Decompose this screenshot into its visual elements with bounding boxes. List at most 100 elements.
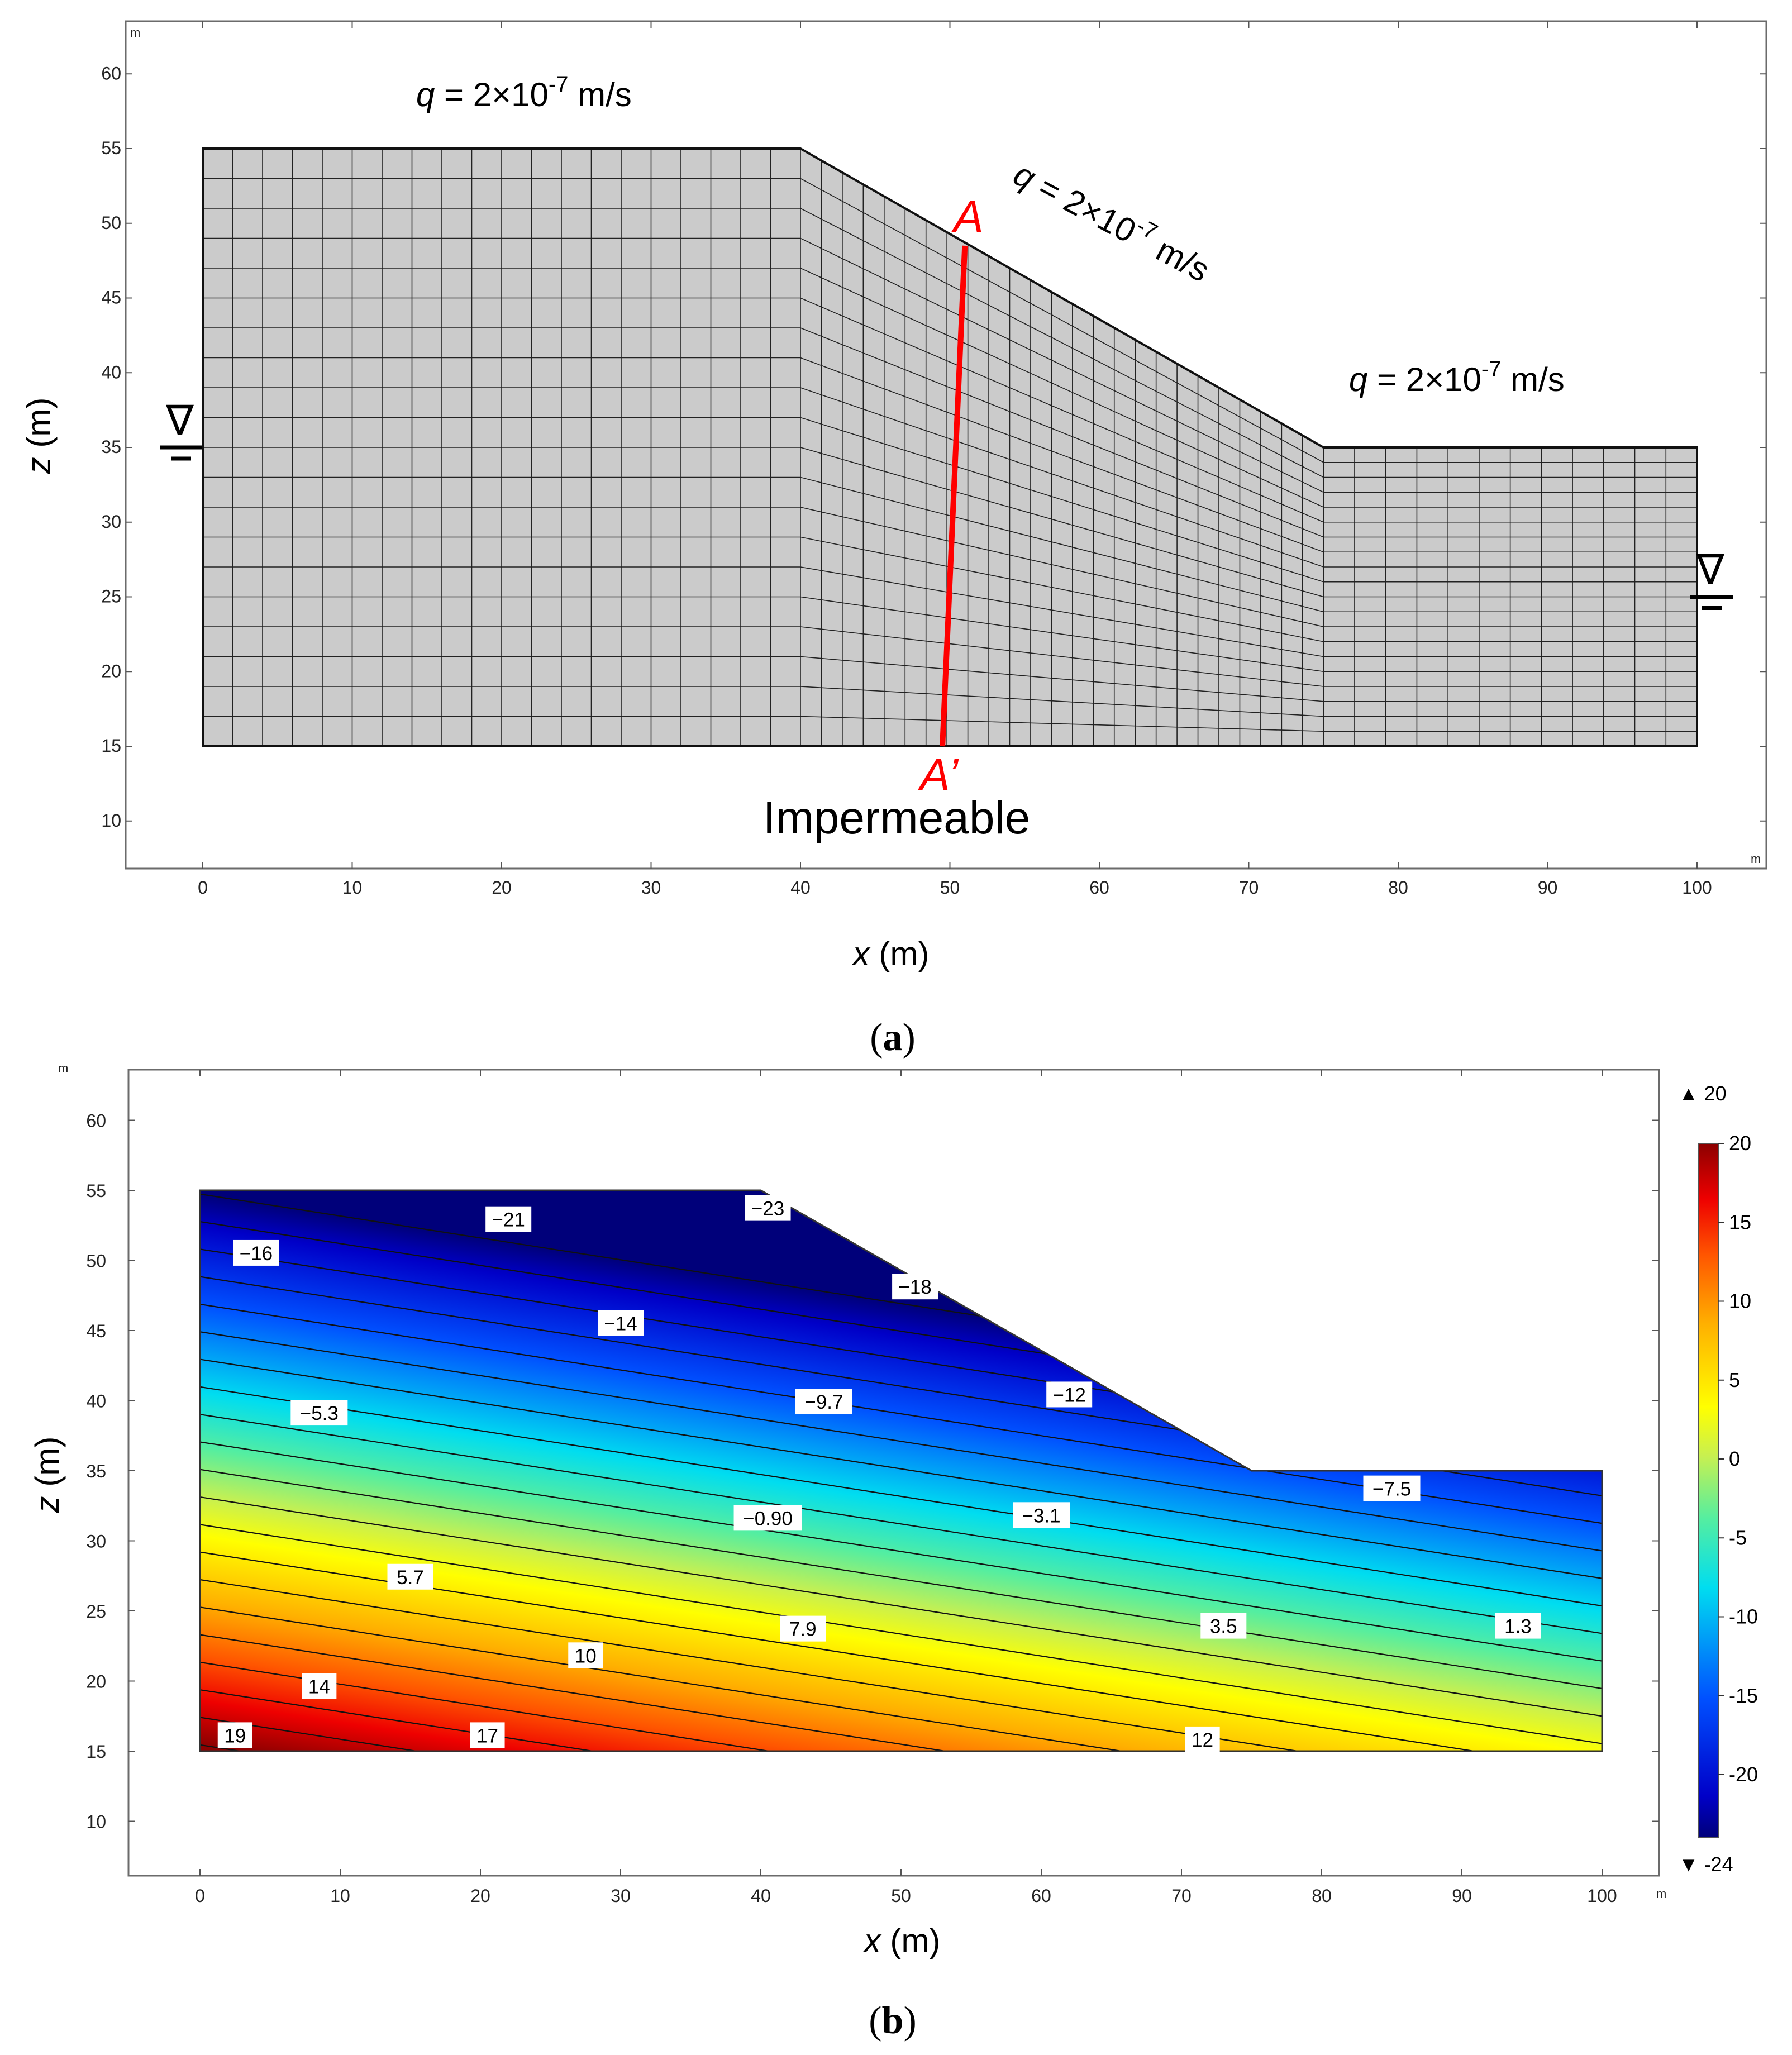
- contour-label-text: 14: [308, 1676, 330, 1698]
- colorbar-tick-label: 10: [1729, 1290, 1751, 1313]
- contour-label-box: [217, 1722, 252, 1748]
- mesh-grid: [202, 149, 1698, 746]
- mesh-row-line: [203, 268, 1697, 508]
- water-level-right: ∇: [1690, 546, 1733, 610]
- section-line-a-a: [940, 245, 968, 747]
- colorbar-max-marker: ▲ 20: [1679, 1082, 1727, 1105]
- colorbar-tick-label: 0: [1729, 1447, 1740, 1470]
- mesh-outline: [202, 147, 1698, 747]
- panel-b-ticks: 0 10 20 30 40 50 60 70 80 90 100 60 55 50 45 40 35 30 25 20…: [86, 1070, 1659, 1906]
- contour-label-text: −16: [240, 1243, 273, 1265]
- contour-label: −9.7: [795, 1389, 852, 1415]
- y-tick-label: 35: [86, 1461, 106, 1481]
- y-tick-label: 30: [86, 1532, 106, 1552]
- y-tick-label: 40: [101, 362, 121, 382]
- mesh-row-line: [203, 357, 1697, 553]
- contour-label-box: [1200, 1613, 1247, 1639]
- contour-line: [200, 1579, 1602, 1751]
- mesh-row-line: [203, 387, 1697, 568]
- y-tick-label: 60: [101, 63, 121, 83]
- mesh-row-line: [203, 447, 1697, 598]
- contour-label-text: 5.7: [397, 1567, 424, 1589]
- x-tick-label: 90: [1452, 1886, 1472, 1906]
- contour-label-box: [1046, 1381, 1093, 1408]
- x-tick-label: 100: [1587, 1886, 1617, 1906]
- x-tick-label: 0: [195, 1886, 205, 1906]
- colorbar: ▲ 20 20 15 10 5 0 -5 -10 -15 -20 ▼ -24: [1679, 1082, 1758, 1876]
- contour-label: −14: [598, 1310, 644, 1336]
- contour-line: [200, 1358, 1602, 1579]
- contour-label-text: −12: [1053, 1384, 1086, 1406]
- x-tick-label: 80: [1312, 1886, 1332, 1906]
- mesh-row-line: [203, 327, 1697, 538]
- y-tick-label: 20: [101, 661, 121, 681]
- contour-line: [200, 1524, 1602, 1744]
- contour-label-text: −21: [492, 1209, 525, 1231]
- contour-label: −12: [1046, 1381, 1093, 1408]
- x-tick-label: 90: [1538, 878, 1558, 898]
- contour-label-box: [290, 1400, 348, 1426]
- x-tick-label: 70: [1239, 878, 1259, 898]
- mesh-row-line: [203, 476, 1697, 613]
- flux-label-top-right: q = 2×10-7 m/s: [1349, 357, 1565, 398]
- section-label-a-prime: A’: [918, 750, 959, 799]
- contour-line: [200, 1414, 1602, 1634]
- contour-line: [200, 1634, 1602, 1751]
- colorbar-tick-label: -10: [1729, 1605, 1758, 1628]
- contour-line: [200, 1468, 1602, 1690]
- contour-label: 3.5: [1200, 1613, 1247, 1639]
- contour-label-text: −5.3: [300, 1403, 339, 1424]
- x-tick-label: 60: [1089, 878, 1109, 898]
- contour-label-text: 3.5: [1210, 1616, 1237, 1638]
- contour-label-text: 12: [1192, 1729, 1213, 1751]
- colorbar-ramp: [1698, 1143, 1719, 1838]
- y-tick-label: 55: [101, 138, 121, 158]
- x-tick-label: 60: [1031, 1886, 1051, 1906]
- contour-label-text: −18: [898, 1276, 931, 1298]
- y-tick-label: 45: [101, 288, 121, 308]
- mesh-row-line: [203, 686, 1697, 717]
- colorbar-tick-label: -5: [1729, 1526, 1747, 1549]
- y-tick-label: 10: [101, 810, 121, 831]
- contour-label-box: [598, 1310, 644, 1336]
- contour-label-box: [733, 1505, 802, 1531]
- contour-label: −7.5: [1363, 1475, 1421, 1501]
- contour-label-box: [1363, 1475, 1421, 1501]
- water-level-right-icon: ∇: [1696, 546, 1724, 593]
- mesh-row-line: [203, 208, 1697, 478]
- colorbar-min-marker: ▼ -24: [1679, 1853, 1733, 1876]
- x-tick-label: 70: [1171, 1886, 1192, 1906]
- y-tick-label: 20: [86, 1672, 106, 1692]
- contour-label: −18: [892, 1274, 938, 1300]
- contour-label-box: [780, 1615, 826, 1642]
- y-tick-label: 60: [86, 1111, 106, 1131]
- contour-line: [200, 1441, 1602, 1662]
- contour-label-text: −7.5: [1372, 1479, 1411, 1500]
- x-tick-label: 50: [940, 878, 960, 898]
- contour-label-box: [1185, 1726, 1220, 1752]
- contour-label-text: −0.90: [743, 1508, 793, 1529]
- contour-label-box: [745, 1195, 791, 1221]
- y-tick-label: 45: [86, 1321, 106, 1341]
- mesh-row-line: [203, 297, 1697, 523]
- x-tick-label: 30: [611, 1886, 631, 1906]
- x-tick-label: 20: [492, 878, 512, 898]
- contour-label-text: −14: [604, 1313, 637, 1334]
- contour-label-box: [1013, 1502, 1070, 1528]
- mesh-row-line: [203, 536, 1697, 642]
- panel-b-axis-unit-top: m: [58, 1061, 68, 1075]
- contour-label-text: 17: [476, 1725, 498, 1747]
- contour-label-box: [892, 1274, 938, 1300]
- contour-label-text: −9.7: [804, 1391, 843, 1413]
- y-tick-label: 50: [86, 1251, 106, 1271]
- y-tick-label: 15: [86, 1742, 106, 1762]
- mesh-row-line: [203, 237, 1697, 493]
- y-tick-label: 55: [86, 1181, 106, 1201]
- y-tick-label: 30: [101, 512, 121, 532]
- contour-label-text: −3.1: [1022, 1505, 1060, 1527]
- contour-label-text: 7.9: [789, 1619, 817, 1641]
- domain-outline: [199, 1189, 1603, 1752]
- x-tick-label: 30: [641, 878, 661, 898]
- contour-label-text: 19: [224, 1725, 246, 1747]
- contour-line: [200, 1661, 1602, 1751]
